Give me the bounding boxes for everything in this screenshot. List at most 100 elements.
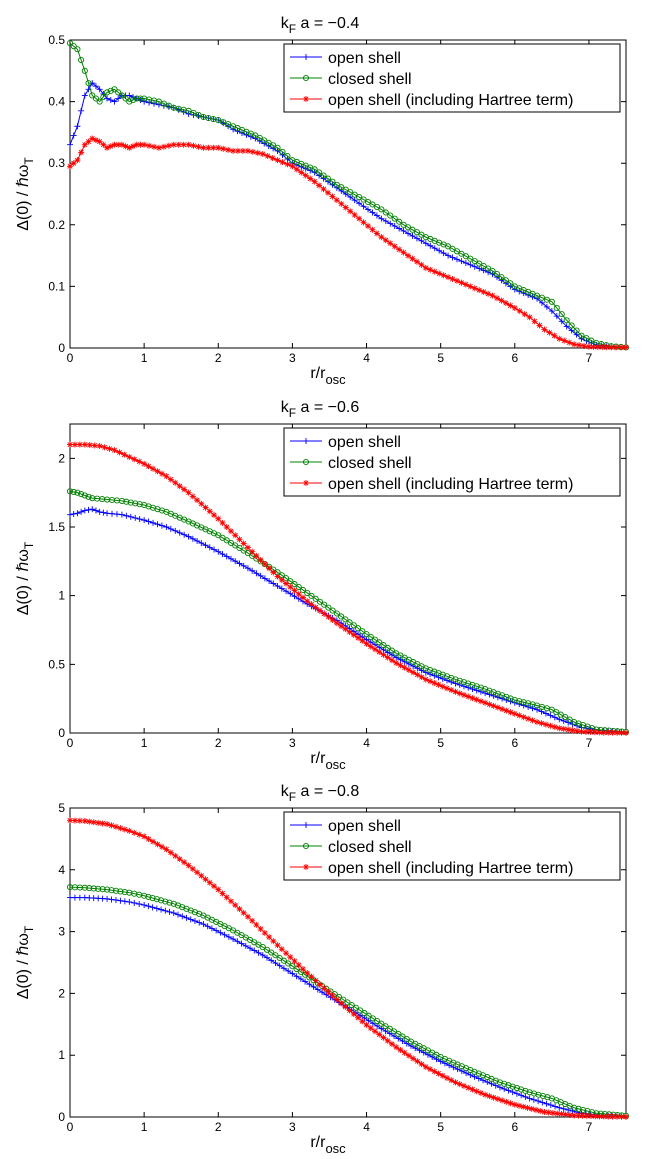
data-point	[117, 897, 124, 904]
data-point	[115, 95, 122, 102]
data-point	[405, 1052, 412, 1059]
data-point	[232, 558, 239, 565]
data-point	[163, 473, 170, 480]
data-point	[295, 583, 302, 591]
data-point	[153, 896, 160, 903]
data-point	[562, 714, 569, 721]
data-point	[304, 589, 311, 596]
data-point	[485, 290, 492, 297]
data-point	[141, 460, 148, 467]
data-point	[81, 92, 88, 99]
data-point	[274, 573, 281, 580]
data-point	[81, 507, 88, 514]
data-point	[439, 683, 446, 690]
data-point	[89, 135, 96, 142]
data-point	[448, 1077, 455, 1084]
data-point	[151, 100, 158, 107]
data-point	[369, 1015, 376, 1022]
data-point	[418, 237, 425, 244]
data-point	[576, 342, 583, 349]
data-point	[259, 150, 266, 157]
data-point	[223, 894, 230, 901]
y-tick-label: 0.5	[48, 657, 65, 671]
data-point	[96, 508, 103, 515]
data-point	[122, 143, 129, 150]
data-point	[268, 949, 275, 956]
data-point	[181, 859, 188, 866]
data-point	[400, 227, 407, 234]
data-point	[444, 685, 451, 692]
data-point	[101, 444, 108, 451]
data-point	[253, 570, 260, 577]
data-point	[448, 674, 455, 681]
data-point	[422, 669, 429, 676]
data-point	[513, 1090, 520, 1097]
data-point	[95, 819, 102, 826]
data-point	[166, 908, 173, 915]
chart-title: kF a = −0.8	[281, 783, 360, 804]
data-point	[176, 483, 183, 490]
data-point	[387, 240, 394, 247]
data-point	[215, 548, 222, 555]
data-point	[289, 970, 296, 977]
data-point	[529, 717, 536, 724]
data-point	[126, 144, 133, 151]
data-point	[359, 637, 366, 644]
data-point	[112, 887, 120, 894]
data-point	[329, 992, 336, 999]
data-point	[501, 1085, 508, 1092]
data-point	[541, 326, 548, 333]
data-point	[312, 604, 319, 611]
data-point	[100, 141, 107, 148]
data-point	[67, 441, 73, 448]
data-point	[467, 255, 474, 262]
data-point	[588, 337, 595, 344]
data-point	[427, 1066, 434, 1073]
data-point	[480, 263, 487, 270]
data-point	[123, 512, 130, 519]
data-point	[100, 509, 107, 516]
data-point	[535, 1091, 542, 1098]
y-label-main: Δ(0) / ℏω	[15, 549, 32, 615]
data-point	[270, 938, 277, 945]
data-point	[369, 226, 376, 233]
data-point	[348, 1002, 355, 1009]
data-point	[283, 950, 290, 957]
data-point	[410, 1055, 417, 1062]
data-point	[380, 651, 387, 658]
data-point	[202, 542, 209, 549]
data-point	[613, 344, 620, 351]
data-point	[571, 1112, 578, 1119]
data-point	[132, 500, 139, 507]
data-point	[351, 191, 358, 198]
data-point	[154, 468, 161, 475]
data-point	[588, 1113, 595, 1120]
legend-label: closed shell	[328, 839, 412, 856]
legend-label: open shell	[328, 50, 401, 67]
data-point	[560, 1105, 567, 1112]
data-point	[163, 846, 170, 853]
data-point	[195, 111, 202, 118]
data-point	[476, 287, 483, 294]
data-point	[126, 898, 133, 905]
legend-box	[283, 427, 621, 497]
data-point	[311, 178, 318, 185]
x-tick-label: 5	[437, 736, 444, 750]
data-point	[367, 643, 374, 650]
data-point	[179, 913, 186, 920]
data-point	[270, 569, 277, 576]
x-tick-label: 3	[289, 351, 296, 365]
data-point	[350, 631, 357, 638]
data-point	[543, 303, 550, 310]
data-point	[67, 163, 73, 170]
data-point	[520, 1103, 527, 1110]
data-point	[185, 489, 192, 496]
data-point	[520, 702, 527, 709]
data-point	[556, 1104, 563, 1111]
data-point	[150, 519, 157, 526]
data-point	[145, 893, 152, 900]
data-point	[219, 519, 226, 526]
data-point	[520, 699, 527, 706]
data-point	[440, 250, 447, 257]
legend-label: open shell (including Hartree term)	[328, 476, 573, 493]
